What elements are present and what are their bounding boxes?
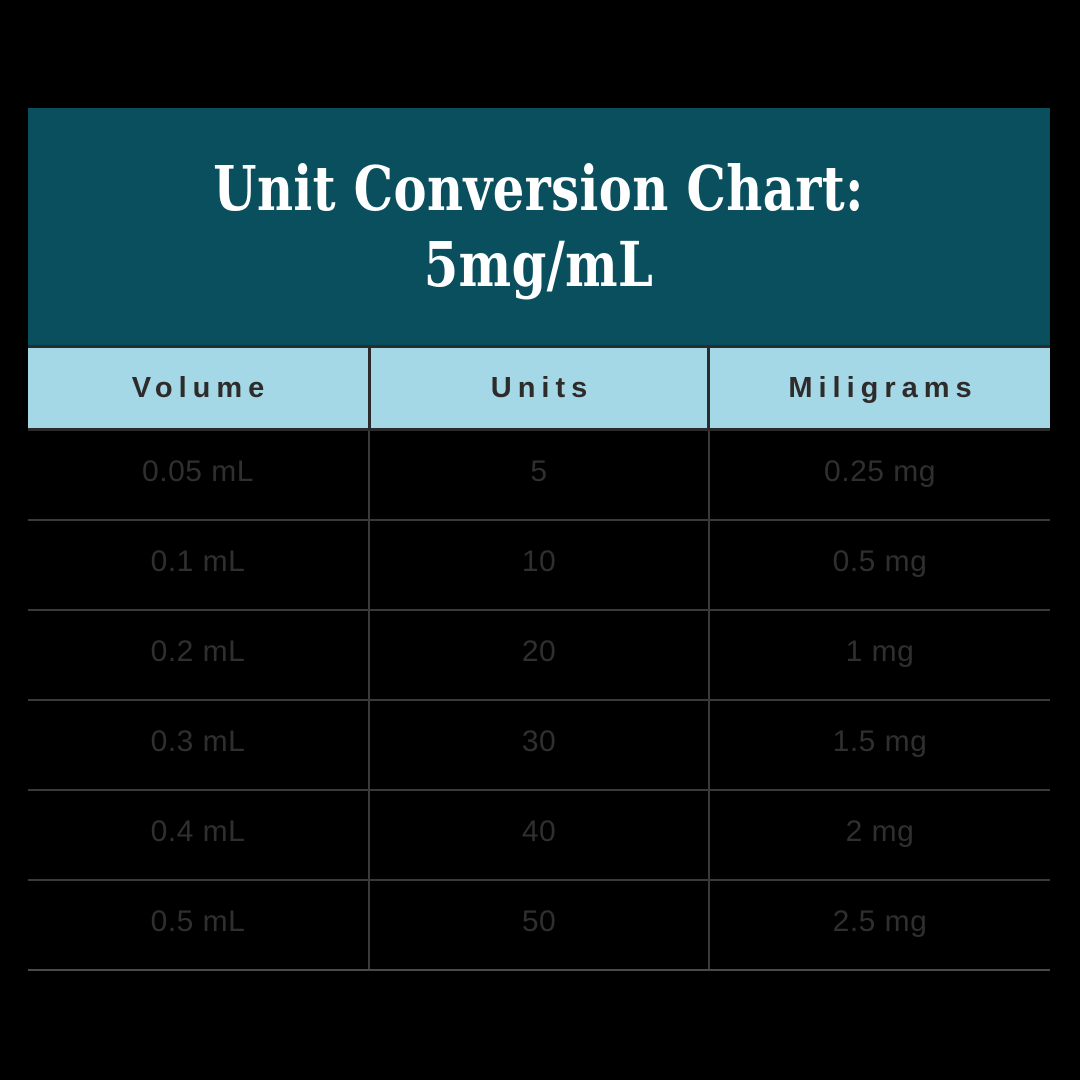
table-row: 0.3 mL 30 1.5 mg bbox=[28, 701, 1050, 791]
cell-miligrams: 2 mg bbox=[845, 815, 915, 848]
cell-units: 50 bbox=[368, 881, 710, 969]
table-row: 0.4 mL 40 2 mg bbox=[28, 791, 1050, 881]
page-title: Unit Conversion Chart: 5mg/mL bbox=[213, 151, 865, 301]
cell-volume: 0.1 mL bbox=[150, 545, 246, 578]
cell-units: 10 bbox=[368, 521, 710, 609]
table-body: 0.05 mL 5 0.25 mg 0.1 mL 10 0.5 mg 0.2 m… bbox=[28, 431, 1050, 971]
table-row: 0.5 mL 50 2.5 mg bbox=[28, 881, 1050, 971]
cell-volume: 0.4 mL bbox=[150, 815, 246, 848]
column-header-miligrams: Miligrams bbox=[710, 348, 1050, 428]
table-header-row: Volume Units Miligrams bbox=[28, 345, 1050, 431]
column-header-volume: Volume bbox=[28, 348, 368, 428]
cell-units: 5 bbox=[368, 431, 710, 519]
column-header-units: Units bbox=[368, 348, 710, 428]
cell-miligrams: 0.5 mg bbox=[832, 545, 928, 578]
cell-units: 30 bbox=[368, 701, 710, 789]
cell-volume: 0.2 mL bbox=[150, 635, 246, 668]
cell-miligrams: 1.5 mg bbox=[832, 725, 928, 758]
cell-miligrams: 2.5 mg bbox=[832, 905, 928, 938]
unit-conversion-chart-card: Unit Conversion Chart: 5mg/mL Volume Uni… bbox=[28, 108, 1050, 972]
table-row: 0.1 mL 10 0.5 mg bbox=[28, 521, 1050, 611]
title-banner: Unit Conversion Chart: 5mg/mL bbox=[28, 108, 1050, 345]
table-row: 0.05 mL 5 0.25 mg bbox=[28, 431, 1050, 521]
cell-miligrams: 1 mg bbox=[845, 635, 915, 668]
cell-volume: 0.05 mL bbox=[142, 455, 254, 488]
cell-volume: 0.5 mL bbox=[150, 905, 246, 938]
table-row: 0.2 mL 20 1 mg bbox=[28, 611, 1050, 701]
cell-units: 20 bbox=[368, 611, 710, 699]
cell-miligrams: 0.25 mg bbox=[824, 455, 936, 488]
cell-units: 40 bbox=[368, 791, 710, 879]
cell-volume: 0.3 mL bbox=[150, 725, 246, 758]
